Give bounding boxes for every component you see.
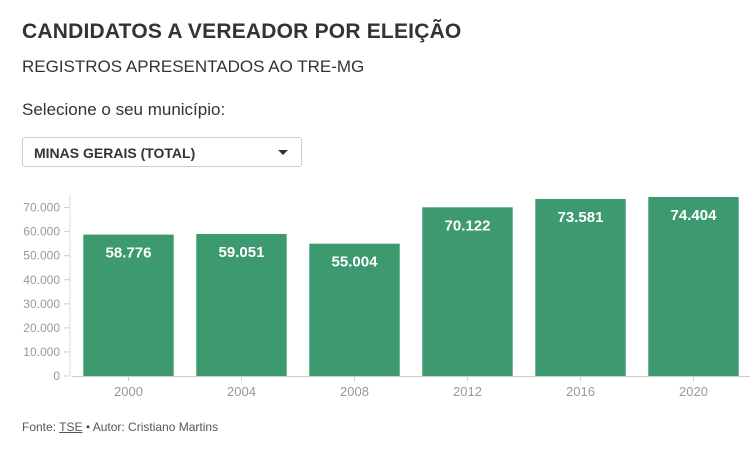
author-credit: • Autor: Cristiano Martins <box>82 420 219 434</box>
bar-2000[interactable] <box>83 234 174 376</box>
x-tick-label: 2004 <box>227 384 256 399</box>
municipality-dropdown[interactable]: MINAS GERAIS (TOTAL) <box>22 137 302 167</box>
chevron-down-icon[interactable] <box>278 150 288 155</box>
bar-value-label: 55.004 <box>332 254 379 271</box>
x-tick-label: 2020 <box>679 384 708 399</box>
y-tick-label: 20.000 <box>23 321 60 335</box>
y-tick-label: 30.000 <box>23 297 60 311</box>
municipality-select-label: Selecione o seu município: <box>22 100 226 119</box>
y-tick-label: 40.000 <box>23 273 60 287</box>
x-tick-label: 2012 <box>453 384 482 399</box>
source-link[interactable]: TSE <box>59 420 83 434</box>
x-tick-label: 2008 <box>340 384 369 399</box>
y-tick-label: 0 <box>53 369 60 383</box>
bar-2016[interactable] <box>535 198 626 376</box>
bar-2008[interactable] <box>309 243 400 376</box>
y-tick-label: 60.000 <box>23 225 60 239</box>
x-tick-label: 2016 <box>566 384 595 399</box>
bar-value-label: 74.404 <box>671 207 718 224</box>
bar-value-label: 73.581 <box>558 209 604 226</box>
y-tick-label: 70.000 <box>23 201 60 215</box>
source-prefix: Fonte: <box>22 420 60 434</box>
bar-value-label: 58.776 <box>106 245 152 262</box>
bar-2020[interactable] <box>648 197 739 376</box>
bar-value-label: 59.051 <box>219 244 265 261</box>
bar-value-label: 70.122 <box>445 217 491 234</box>
page-subtitle: REGISTROS APRESENTADOS AO TRE-MG <box>22 57 365 76</box>
page-title: CANDIDATOS A VEREADOR POR ELEIÇÃO <box>22 20 462 43</box>
y-tick-label: 50.000 <box>23 249 60 263</box>
chart-footer: Fonte: TSE • Autor: Cristiano Martins <box>22 420 218 434</box>
municipality-dropdown-value: MINAS GERAIS (TOTAL) <box>34 145 196 161</box>
x-tick-label: 2000 <box>114 384 143 399</box>
bar-2012[interactable] <box>422 207 513 376</box>
y-tick-label: 10.000 <box>23 345 60 359</box>
bar-2004[interactable] <box>196 233 287 376</box>
